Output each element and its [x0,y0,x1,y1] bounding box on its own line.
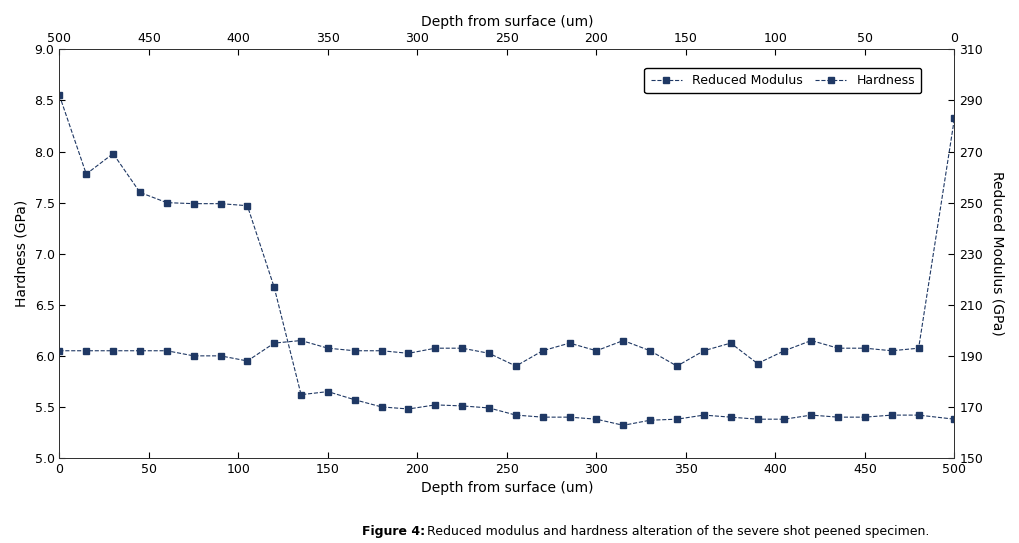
Reduced Modulus [913,345,925,351]
Hardness [81,171,93,178]
Reduced Modulus [698,348,710,354]
Reduced Modulus [376,348,388,354]
Hardness [133,189,146,195]
Reduced Modulus [644,348,656,354]
Hardness [779,416,791,422]
Line: Hardness: Hardness [57,93,957,428]
Hardness [805,412,817,418]
Reduced Modulus [81,348,93,354]
Reduced Modulus [268,340,280,346]
Hardness [564,414,576,420]
Hardness [242,203,254,209]
Reduced Modulus [859,345,871,351]
Hardness [725,414,737,420]
Reduced Modulus [322,345,334,351]
Reduced Modulus [671,363,683,369]
Reduced Modulus [214,352,226,359]
Hardness [671,416,683,422]
Reduced Modulus [590,348,602,354]
Hardness [483,405,495,411]
Hardness [913,412,925,418]
Y-axis label: Reduced Modulus (GPa): Reduced Modulus (GPa) [990,172,1004,336]
Hardness [107,150,119,157]
Line: Reduced Modulus: Reduced Modulus [57,116,957,369]
Hardness [949,416,961,422]
Reduced Modulus [537,348,549,354]
Hardness [214,200,226,207]
Reduced Modulus [618,337,630,344]
Hardness [537,414,549,420]
Reduced Modulus [886,348,898,354]
Hardness [322,388,334,395]
Reduced Modulus [161,348,173,354]
Hardness [618,422,630,428]
Text: Figure 4:: Figure 4: [362,525,425,538]
Reduced Modulus [457,345,469,351]
Reduced Modulus [564,340,576,346]
Hardness [53,92,65,99]
Reduced Modulus [294,337,307,344]
Hardness [698,412,710,418]
Reduced Modulus [107,348,119,354]
X-axis label: Depth from surface (um): Depth from surface (um) [421,482,593,495]
Reduced Modulus [133,348,146,354]
Hardness [348,396,361,403]
Reduced Modulus [805,337,817,344]
Reduced Modulus [751,360,763,367]
Hardness [644,417,656,424]
Hardness [187,200,200,207]
Hardness [429,402,441,408]
Hardness [886,412,898,418]
Hardness [457,403,469,409]
Hardness [510,412,522,418]
Reduced Modulus [949,115,961,122]
Legend: Reduced Modulus, Hardness: Reduced Modulus, Hardness [644,68,921,93]
Reduced Modulus [187,352,200,359]
Hardness [268,284,280,291]
Hardness [751,416,763,422]
Reduced Modulus [348,348,361,354]
Reduced Modulus [483,350,495,357]
Reduced Modulus [53,348,65,354]
Y-axis label: Hardness (GPa): Hardness (GPa) [15,200,29,307]
Reduced Modulus [779,348,791,354]
Hardness [376,403,388,410]
Hardness [161,199,173,206]
Reduced Modulus [242,358,254,364]
Reduced Modulus [403,350,415,357]
Text: Reduced modulus and hardness alteration of the severe shot peened specimen.: Reduced modulus and hardness alteration … [423,525,929,538]
Hardness [403,406,415,412]
Hardness [590,416,602,422]
Reduced Modulus [725,340,737,346]
X-axis label: Depth from surface (um): Depth from surface (um) [421,15,593,29]
Hardness [832,414,844,420]
Reduced Modulus [832,345,844,351]
Hardness [294,392,307,398]
Hardness [859,414,871,420]
Reduced Modulus [429,345,441,351]
Reduced Modulus [510,363,522,369]
